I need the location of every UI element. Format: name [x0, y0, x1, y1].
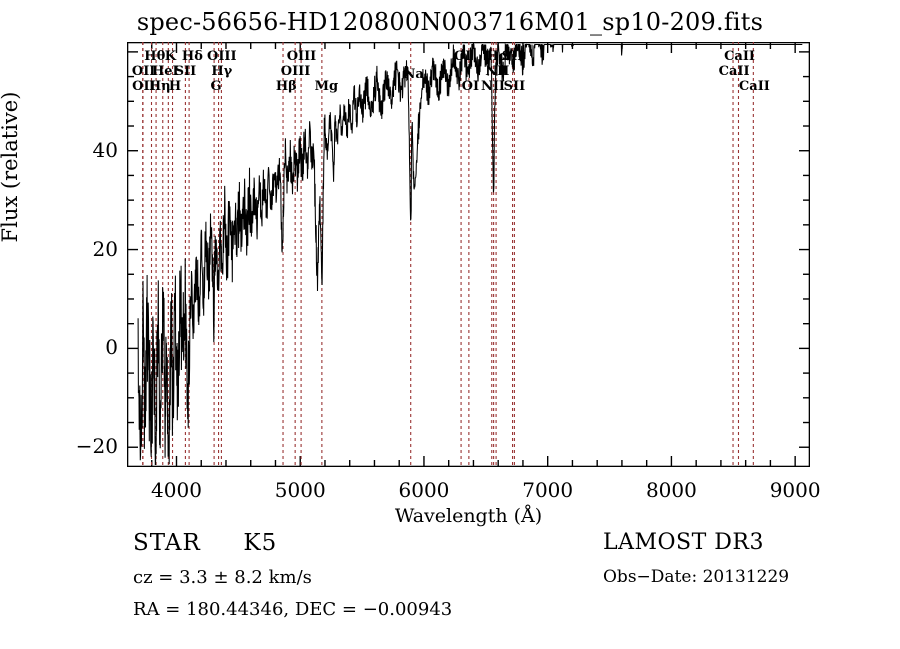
line-label-SII: SII [501, 49, 524, 64]
survey-name: LAMOST DR3 [603, 530, 764, 555]
line-label-OII: OII [132, 79, 156, 94]
y-tick-marks [127, 51, 810, 448]
survey-info-block: LAMOST DR3 Obs−Date: 20131229 [603, 530, 789, 587]
line-label-NII: NII [485, 64, 510, 79]
line-label-OII: OII [131, 64, 156, 79]
x-tick-label: 8000 [645, 478, 697, 502]
line-label-CaII: CaII [718, 64, 750, 79]
line-label-NII: NII [480, 79, 505, 94]
line-label-SII: SII [503, 79, 526, 94]
line-label-Hθ: Hθ [144, 49, 166, 64]
y-tick-label: 0 [105, 335, 118, 360]
page-title: spec-56656-HD120800N003716M01_sp10-209.f… [136, 8, 764, 36]
coordinates: RA = 180.44346, DEC = −0.00943 [133, 599, 453, 620]
line-label-Na: Na [403, 67, 424, 82]
line-label-CaII: CaII [724, 49, 756, 64]
x-tick-label: 5000 [274, 478, 326, 502]
redshift-velocity: cz = 3.3 ± 8.2 km/s [133, 567, 312, 588]
spectrum-plot [127, 42, 810, 467]
spectrum-svg [127, 42, 810, 467]
y-tick-label: 40 [92, 137, 118, 162]
line-label-SII: SII [174, 64, 197, 79]
spectrum-trace [137, 42, 803, 466]
x-tick-label: 4000 [151, 478, 202, 502]
line-label-Hβ: Hβ [275, 79, 297, 94]
y-tick-label: −20 [75, 434, 118, 459]
line-label-HeI: HeI [151, 64, 179, 79]
y-tick-label: 20 [92, 236, 118, 261]
line-label-Hγ: Hγ [211, 64, 233, 79]
line-label-CaII: CaII [738, 79, 770, 94]
line-label-Mg: Mg [314, 79, 339, 94]
observation-date: Obs−Date: 20131229 [603, 567, 790, 587]
object-info-block: STAR K5 cz = 3.3 ± 8.2 km/s RA = 180.443… [133, 530, 452, 620]
line-label-OI: OI [461, 79, 480, 94]
line-marker-group [142, 42, 754, 467]
line-label-H: H [168, 79, 182, 94]
line-label-OIII: OIII [286, 49, 317, 64]
line-label-Hδ: Hδ [181, 49, 203, 64]
line-label-K: K [164, 49, 177, 64]
spectral-class: K5 [243, 530, 278, 556]
y-axis-label: Flux (relative) [0, 91, 22, 243]
object-type: STAR [133, 530, 201, 556]
line-label-G: G [210, 79, 222, 94]
line-label-Hα: Hα [486, 49, 509, 64]
x-tick-label: 7000 [522, 478, 574, 502]
object-type-and-class: STAR K5 [133, 530, 452, 556]
line-label-OIII: OIII [207, 49, 237, 64]
x-tick-label: 6000 [398, 478, 450, 502]
x-tick-marks [127, 42, 796, 467]
line-label-Hη: Hη [148, 79, 171, 94]
x-tick-label: 9000 [769, 478, 821, 502]
line-label-OI: OI [453, 49, 472, 64]
x-axis-label: Wavelength (Å) [394, 505, 543, 527]
line-label-OIII: OIII [280, 64, 311, 79]
